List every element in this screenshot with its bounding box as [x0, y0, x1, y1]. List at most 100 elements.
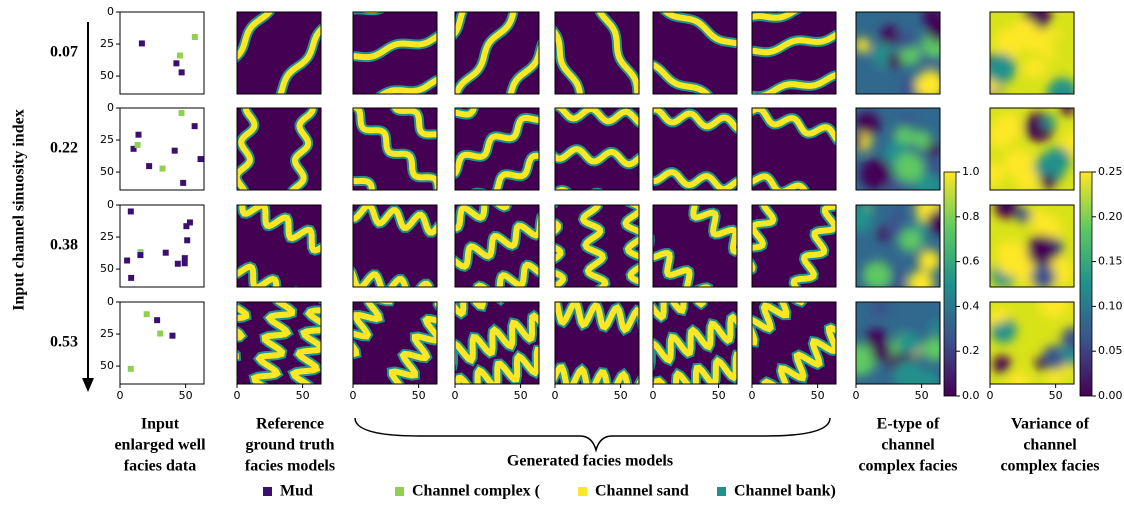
channel-sand: [289, 302, 321, 384]
column-caption: channel: [1023, 437, 1077, 454]
channel-sand: [661, 12, 737, 47]
colorbar-tick-label: 0.8: [962, 210, 980, 223]
heat-blob: [871, 342, 892, 363]
heat-blob: [907, 270, 934, 287]
channel-sand: [555, 108, 639, 126]
heat-blob: [856, 344, 876, 376]
well-point: [180, 179, 187, 186]
heat-blob: [929, 320, 940, 334]
heat-blob: [856, 111, 880, 138]
panel: [653, 205, 737, 287]
panel-frame: [652, 204, 738, 288]
well-point: [183, 223, 190, 230]
panel-frame: [236, 301, 322, 385]
column-caption: E-type of: [877, 416, 940, 433]
heat-blob: [990, 122, 1014, 149]
channel-sand: [277, 25, 321, 94]
panel: [555, 108, 639, 190]
panel-frame: [989, 204, 1075, 288]
channel-sand: [752, 31, 836, 56]
well-point: [174, 260, 181, 267]
x-tick-label: 50: [1049, 389, 1063, 402]
channel-sand: [388, 302, 437, 384]
heat-blob: [1060, 108, 1074, 116]
channel-sand: [455, 312, 539, 369]
panel-frame: [119, 301, 205, 385]
panel: [455, 205, 539, 287]
column-caption: Variance of: [1011, 416, 1090, 433]
heat-blob: [1029, 210, 1047, 227]
heat-blob: [897, 331, 921, 355]
channel-sand: [555, 302, 639, 334]
well-point: [191, 123, 198, 130]
channel-sand: [289, 108, 316, 190]
channel-sand: [455, 12, 466, 38]
heat-blob: [1003, 149, 1034, 179]
heat-blob: [927, 209, 940, 235]
heat-blob: [880, 25, 900, 45]
y-tick-label: 25: [100, 37, 114, 50]
heat-blob: [862, 261, 892, 287]
channel-sand: [596, 12, 639, 94]
x-tick-label: 0: [234, 389, 241, 402]
panel: [990, 302, 1074, 384]
row-label: 0.07: [50, 44, 78, 61]
heat-blob: [1024, 28, 1050, 54]
panel-frame: [119, 11, 205, 95]
column-caption: enlarged well: [114, 437, 206, 454]
y-tick-label: 25: [100, 133, 114, 146]
heat-blob: [859, 158, 892, 190]
legend-swatch: [395, 487, 404, 496]
heat-blob: [926, 142, 940, 157]
heat-blob: [886, 220, 904, 239]
well-point: [197, 156, 204, 163]
panel-frame: [454, 301, 540, 385]
heat-blob: [894, 152, 925, 183]
colorbar-tick-label: 0.20: [1098, 210, 1123, 223]
heat: [990, 108, 1074, 190]
row-label: 0.22: [50, 140, 78, 157]
panel-frame: [119, 204, 205, 288]
y-tick-label: 50: [100, 69, 114, 82]
column-caption: Reference: [256, 416, 324, 433]
y-tick-label: 0: [107, 295, 114, 308]
channel-sand: [377, 76, 437, 94]
y-tick-label: 0: [107, 198, 114, 211]
panel: [990, 108, 1074, 190]
well-point: [134, 141, 141, 148]
panel: [120, 302, 204, 384]
heat-blob: [890, 208, 905, 222]
heat-blob: [990, 308, 1007, 324]
panel: [237, 12, 321, 94]
channel-sand: [353, 108, 437, 190]
channel-sand: [507, 43, 539, 94]
heat-blob: [1004, 242, 1029, 266]
well-point: [135, 131, 142, 138]
brace: [354, 417, 831, 453]
panel-frame: [652, 11, 738, 95]
panel-frame: [652, 301, 738, 385]
legend-label: Channel sand: [595, 483, 689, 500]
heat-blob: [994, 205, 1019, 219]
panel-frame: [855, 11, 941, 95]
column-caption: complex facies: [858, 458, 957, 475]
channel-sand: [455, 12, 517, 94]
heat-blob: [1043, 46, 1057, 60]
colorbar-tick-label: 0.4: [962, 299, 980, 312]
channel-sand: [579, 205, 609, 287]
column-caption: facies data: [124, 458, 196, 475]
heat-blob: [1044, 146, 1071, 174]
heat-blob: [1028, 59, 1047, 77]
heat: [856, 205, 940, 287]
x-tick-label: 0: [749, 389, 756, 402]
panel-frame: [855, 204, 941, 288]
panel-frame: [454, 107, 540, 191]
x-tick-label: 50: [296, 389, 310, 402]
well-point: [143, 311, 150, 318]
x-tick-label: 50: [412, 389, 426, 402]
well-point: [171, 147, 178, 154]
well-point: [138, 40, 145, 47]
channel-sand: [455, 205, 511, 232]
channel-sand: [391, 108, 437, 138]
well-point: [178, 69, 185, 76]
